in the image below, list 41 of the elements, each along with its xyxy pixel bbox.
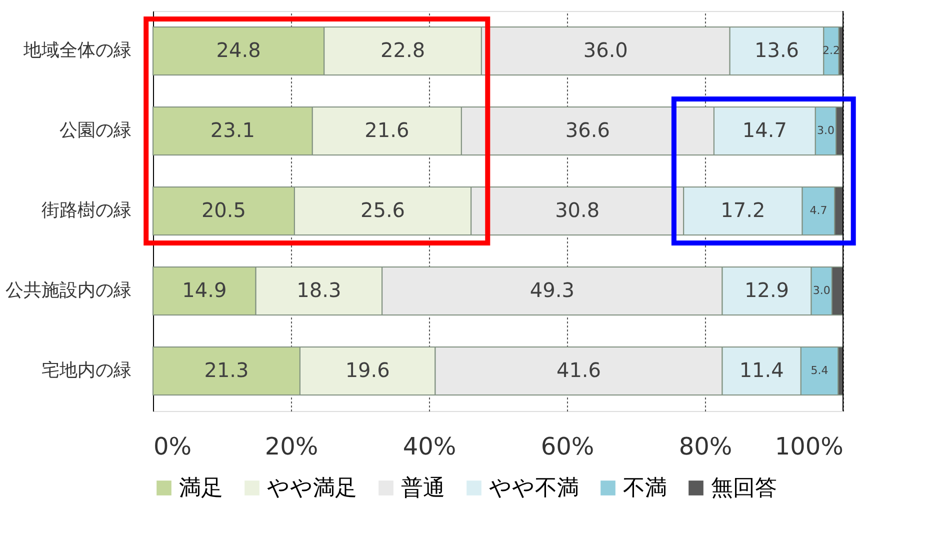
data-label: 20.5 (201, 198, 246, 222)
data-label: 3.0 (817, 124, 834, 137)
y-tick-label: 街路樹の緑 (42, 200, 132, 221)
data-label: 23.1 (210, 118, 255, 142)
data-label: 14.7 (742, 118, 787, 142)
x-tick-label: 40% (402, 432, 456, 460)
legend-label: 無回答 (711, 476, 777, 501)
data-label: 25.6 (360, 198, 406, 222)
data-label: 4.7 (810, 204, 828, 217)
x-tick-label: 100% (774, 432, 844, 460)
legend-label: やや不満 (489, 476, 579, 501)
data-label: 12.9 (744, 278, 790, 302)
x-tick-label: 0% (154, 432, 192, 460)
data-label: 41.6 (556, 358, 601, 382)
data-label: 30.8 (555, 198, 600, 222)
y-tick-label: 宅地内の緑 (42, 360, 132, 381)
x-tick-label: 60% (540, 432, 594, 460)
data-label: 21.3 (204, 358, 249, 382)
legend-label: やや満足 (267, 476, 357, 501)
legend-label: 不満 (623, 476, 667, 501)
data-label: 36.0 (583, 38, 628, 62)
data-label: 11.4 (739, 358, 784, 382)
data-label: 14.9 (182, 278, 227, 302)
data-label: 19.6 (345, 358, 390, 382)
data-label: 36.6 (565, 118, 610, 142)
data-label: 49.3 (530, 278, 574, 302)
x-tick-label: 20% (264, 432, 318, 460)
data-label: 21.6 (364, 118, 410, 142)
y-tick-label: 地域全体の緑 (22, 40, 132, 61)
y-tick-label: 公園の緑 (60, 120, 132, 141)
data-label: 3.0 (812, 284, 830, 297)
data-label: 13.6 (754, 38, 800, 62)
data-label: 18.3 (296, 278, 342, 302)
legend-label: 満足 (179, 476, 223, 501)
x-tick-label: 80% (678, 432, 732, 460)
data-label: 5.4 (810, 364, 828, 377)
legend-label: 普通 (401, 476, 445, 501)
data-label: 22.8 (380, 38, 426, 62)
y-tick-label: 公共施設内の緑 (6, 280, 132, 301)
data-label: 17.2 (720, 198, 766, 222)
data-label: 24.8 (216, 38, 261, 62)
